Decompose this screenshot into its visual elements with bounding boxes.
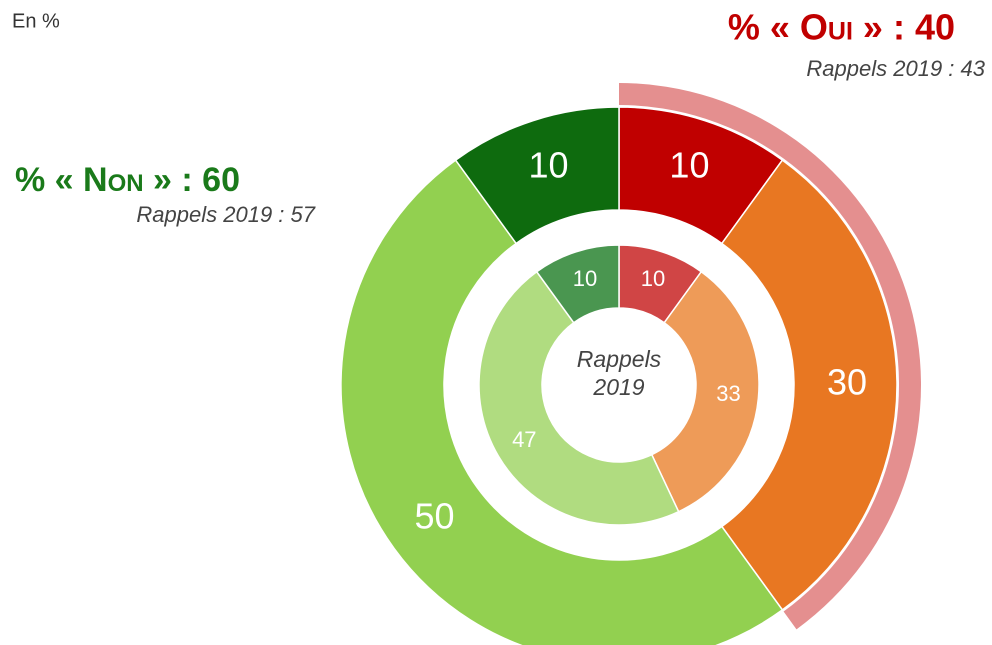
center-label: Rappels 2019	[576, 346, 662, 400]
donut-segment	[720, 159, 898, 611]
subtitle: En %	[12, 10, 60, 32]
annotation-title: % « Oui » : 40	[728, 7, 955, 48]
data-label: 47	[512, 427, 536, 452]
donut-segment	[454, 106, 620, 245]
annotation: Rappels 2019 : 43	[806, 56, 985, 81]
data-label: 33	[716, 381, 740, 406]
data-label: 10	[641, 266, 665, 291]
donut-segment	[650, 270, 760, 513]
highlight-arc	[619, 83, 922, 630]
data-label: 10	[573, 266, 597, 291]
donut-segment	[340, 159, 784, 645]
donut-segment	[535, 244, 620, 324]
data-label: 10	[669, 145, 709, 186]
annotation-title: % « Non » : 60	[15, 161, 240, 199]
data-label: 30	[827, 362, 867, 403]
data-label: 10	[529, 145, 569, 186]
ring-gap	[460, 226, 778, 544]
data-label: 50	[415, 496, 455, 537]
annotation: Rappels 2019 : 57	[136, 202, 315, 227]
donut-segment	[478, 270, 680, 526]
